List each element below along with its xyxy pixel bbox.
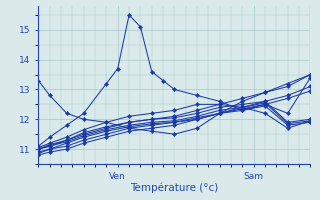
X-axis label: Température (°c): Température (°c) xyxy=(130,182,219,193)
